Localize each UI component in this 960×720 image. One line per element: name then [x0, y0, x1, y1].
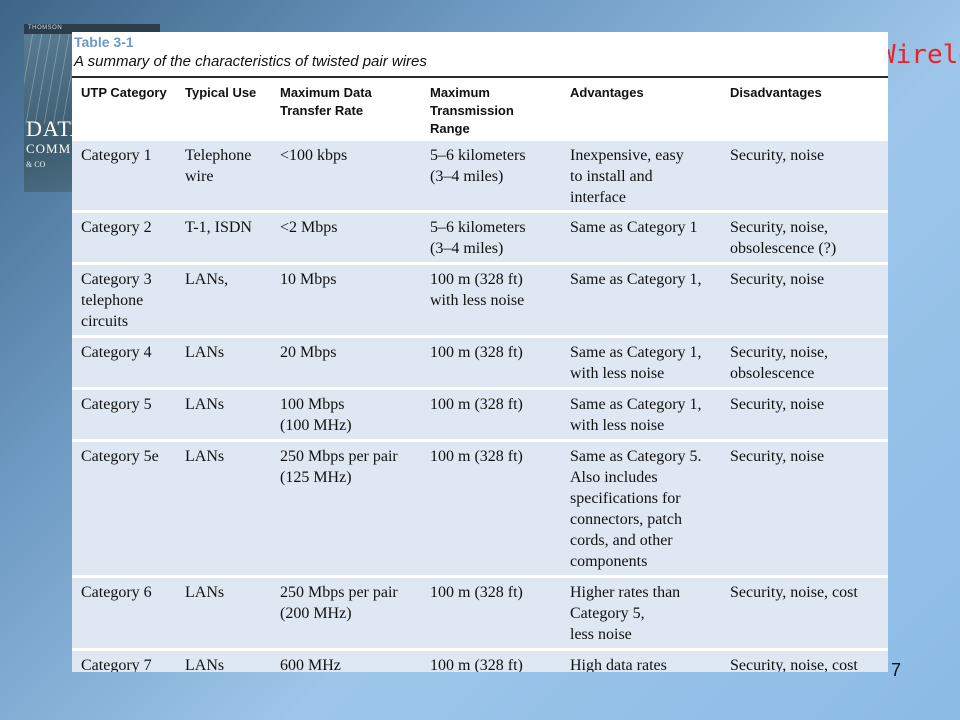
table-cell: Category 3 telephone circuits	[72, 262, 176, 337]
table-cell: 100 m (328 ft)	[421, 335, 561, 389]
table-cell: Same as Category 1, with less noise	[561, 335, 721, 389]
table-cell: LANs,	[176, 262, 271, 337]
table-row: Category 3 telephone circuits LANs, 10 Mbps 1…	[72, 262, 888, 337]
table-cell: T-1, ISDN	[176, 210, 271, 264]
column-header: Maximum Data Transfer Rate	[271, 78, 421, 140]
table-row: Category 1 Telephone wire <100 kbps 5–6 kilo…	[72, 138, 888, 212]
table-cell: 100 m (328 ft)	[421, 387, 561, 441]
table-cell: Security, noise	[721, 439, 888, 577]
column-header: Maximum Transmission Range	[421, 78, 561, 140]
table-cell: Higher rates than Category 5, less noise	[561, 575, 721, 650]
table-cell: 20 Mbps	[271, 335, 421, 389]
table-cell: LANs	[176, 335, 271, 389]
table-cell: Security, noise	[721, 262, 888, 337]
book-publisher: THOMSON	[28, 25, 63, 31]
column-header: Typical Use	[176, 78, 271, 140]
table-cell: Telephone wire	[176, 138, 271, 212]
table-cell: Security, noise, cost	[721, 648, 888, 672]
table-cell: 100 m (328 ft)	[421, 575, 561, 650]
book-cover-strip: THOMSON	[24, 24, 160, 34]
table-cell: Category 7	[72, 648, 176, 672]
table-cell: Category 5e	[72, 439, 176, 577]
table-row: Category 2 T-1, ISDN <2 Mbps 5–6 kilometers…	[72, 210, 888, 264]
table-cell: 600 MHz	[271, 648, 421, 672]
table-cell: Same as Category 1, with less noise	[561, 387, 721, 441]
table-body: Category 1 Telephone wire <100 kbps 5–6 kilo…	[72, 138, 888, 672]
table-cell: Security, noise, obsolescence (?)	[721, 210, 888, 264]
table-cell: Category 6	[72, 575, 176, 650]
table-caption: A summary of the characteristics of twis…	[74, 53, 427, 70]
table-cell: <2 Mbps	[271, 210, 421, 264]
table-cell: 100 m (328 ft)	[421, 648, 561, 672]
page-number: 7	[891, 660, 902, 680]
table-cell: Same as Category 1,	[561, 262, 721, 337]
table-cell: 250 Mbps per pair (125 MHz)	[271, 439, 421, 577]
table-cell: Same as Category 5. Also includes specific…	[561, 439, 721, 577]
book-title-line2: COMM	[26, 141, 72, 156]
table-cell: High data rates	[561, 648, 721, 672]
column-header: Advantages	[561, 78, 721, 140]
table-cell: Security, noise, obsolescence	[721, 335, 888, 389]
table-cell: Security, noise	[721, 387, 888, 441]
table-cell: 100 m (328 ft)	[421, 439, 561, 577]
column-header: Disadvantages	[721, 78, 888, 140]
table-cell: LANs	[176, 648, 271, 672]
table-row: Category 6 LANs 250 Mbps per pair (200 MHz)…	[72, 575, 888, 650]
table-cell: LANs	[176, 439, 271, 577]
column-header: UTP Category	[72, 78, 176, 140]
table-cell: 5–6 kilometers (3–4 miles)	[421, 138, 561, 212]
table-cell: LANs	[176, 387, 271, 441]
table-cell: 10 Mbps	[271, 262, 421, 337]
table-label: Table 3-1	[74, 34, 134, 50]
table-cell: Same as Category 1	[561, 210, 721, 264]
table-row: Category 4 LANs 20 Mbps 100 m (328 ft) Same …	[72, 335, 888, 389]
book-title-line3: & CO	[26, 160, 46, 169]
table-cell: Category 4	[72, 335, 176, 389]
table-cell: 5–6 kilometers (3–4 miles)	[421, 210, 561, 264]
table-cell: 250 Mbps per pair (200 MHz)	[271, 575, 421, 650]
table-header-row: UTP Category Typical Use Maximum Data Trans…	[72, 78, 888, 140]
table-cell: Security, noise, cost	[721, 575, 888, 650]
table-top-rule	[72, 76, 888, 78]
table-cell: Security, noise	[721, 138, 888, 212]
twisted-pair-table: UTP Category Typical Use Maximum Data Trans…	[72, 78, 888, 672]
table-row: Category 7 LANs 600 MHz 100 m (328 ft) High …	[72, 648, 888, 672]
table-cell: Category 5	[72, 387, 176, 441]
table-row: Category 5 LANs 100 Mbps (100 MHz) 100 m (32…	[72, 387, 888, 441]
table-panel: Table 3-1 A summary of the characteristi…	[72, 32, 888, 672]
table-cell: <100 kbps	[271, 138, 421, 212]
slide-title-fragment: Wirele	[880, 40, 960, 70]
table-cell: LANs	[176, 575, 271, 650]
table-cell: 100 Mbps (100 MHz)	[271, 387, 421, 441]
table-cell: Category 1	[72, 138, 176, 212]
table-row: Category 5e LANs 250 Mbps per pair (125 MHz…	[72, 439, 888, 577]
table-cell: Category 2	[72, 210, 176, 264]
table-cell: Inexpensive, easy to install and interface	[561, 138, 721, 212]
table-cell: 100 m (328 ft) with less noise	[421, 262, 561, 337]
